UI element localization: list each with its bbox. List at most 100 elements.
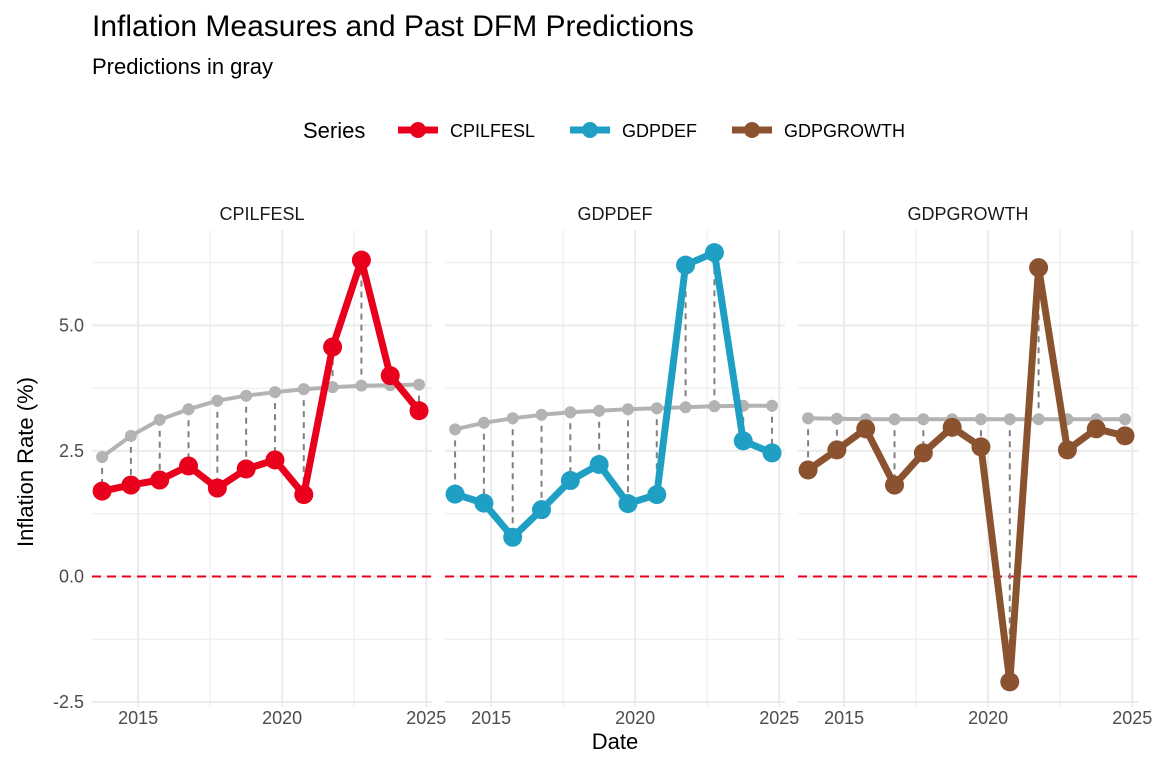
prediction-point: [593, 404, 606, 417]
x-tick-label: 2020: [262, 708, 302, 728]
prediction-point: [974, 413, 987, 426]
data-point: [1115, 426, 1135, 446]
facet-strip-label: GDPDEF: [577, 204, 652, 224]
prediction-line: [453, 403, 774, 432]
x-tick-label: 2015: [118, 708, 158, 728]
x-tick-label: 2025: [759, 708, 799, 728]
data-point: [647, 485, 667, 505]
prediction-point: [506, 412, 519, 425]
data-point: [1029, 258, 1049, 278]
data-point: [503, 527, 523, 547]
data-point: [445, 484, 465, 504]
prediction-connectors: [454, 252, 774, 538]
data-point: [827, 440, 847, 460]
data-point: [323, 337, 343, 357]
prediction-point: [449, 423, 462, 436]
data-point: [265, 450, 285, 470]
prediction-point: [477, 416, 490, 429]
prediction-line: [100, 382, 421, 459]
prediction-point: [96, 450, 109, 463]
data-point: [1057, 440, 1077, 460]
data-point: [1086, 419, 1106, 439]
prediction-point: [211, 394, 224, 407]
data-point: [762, 443, 782, 463]
prediction-point: [650, 402, 663, 415]
legend-item-gdpdef: GDPDEF: [570, 121, 697, 141]
data-point: [856, 419, 876, 439]
legend-key-point: [744, 122, 760, 138]
prediction-point: [413, 378, 426, 391]
data-point: [589, 454, 609, 474]
legend-key-point: [410, 122, 426, 138]
x-tick-label: 2015: [471, 708, 511, 728]
series-points-cpilfesl: [92, 250, 429, 505]
data-point: [913, 443, 933, 463]
grid: [798, 230, 1138, 707]
data-point: [207, 478, 227, 498]
data-point: [560, 471, 580, 491]
legend-label: GDPDEF: [622, 121, 697, 141]
prediction-connectors: [807, 267, 1127, 682]
prediction-point: [1032, 413, 1045, 426]
data-point: [294, 485, 314, 505]
data-point: [676, 255, 696, 275]
data-point: [409, 401, 429, 421]
x-tick-label: 2015: [824, 708, 864, 728]
prediction-point: [564, 406, 577, 419]
series-line-cpilfesl: [98, 256, 423, 499]
prediction-point: [888, 413, 901, 426]
data-point: [885, 475, 905, 495]
legend-label: CPILFESL: [450, 121, 535, 141]
facet-strip-label: GDPGROWTH: [908, 204, 1029, 224]
prediction-point: [621, 403, 634, 416]
y-tick-label: 5.0: [59, 315, 84, 335]
series-line-gdpgrowth: [804, 264, 1129, 686]
prediction-point: [917, 413, 930, 426]
data-point: [532, 500, 552, 520]
data-point: [798, 460, 818, 480]
legend-item-cpilfesl: CPILFESL: [398, 121, 535, 141]
prediction-line: [806, 416, 1127, 422]
data-point: [179, 456, 199, 476]
grid: [445, 230, 785, 707]
prediction-points: [449, 399, 779, 436]
prediction-point: [268, 386, 281, 399]
y-tick-label: 2.5: [59, 441, 84, 461]
chart-title: Inflation Measures and Past DFM Predicti…: [92, 10, 694, 43]
prediction-point: [326, 381, 339, 394]
prediction-point: [297, 383, 310, 396]
x-tick-label: 2020: [968, 708, 1008, 728]
y-tick-label: -2.5: [53, 692, 84, 712]
data-point: [92, 481, 112, 501]
prediction-point: [1003, 413, 1016, 426]
data-point: [150, 470, 170, 490]
y-tick-label: 0.0: [59, 566, 84, 586]
panel-gdpdef: GDPDEF 2015 2020 2025: [445, 204, 799, 728]
chart-subtitle: Predictions in gray: [92, 54, 273, 79]
panel-gdpgrowth: GDPGROWTH 2015 2020 2025: [798, 204, 1152, 728]
data-point: [121, 475, 141, 495]
data-point: [704, 243, 724, 263]
data-point: [618, 494, 638, 514]
series-points-gdpgrowth: [798, 258, 1135, 692]
prediction-point: [240, 389, 253, 402]
series-points-gdpdef: [445, 243, 782, 547]
prediction-point: [802, 412, 815, 425]
x-tick-label: 2020: [615, 708, 655, 728]
x-axis-title: Date: [592, 729, 638, 754]
prediction-point: [1119, 413, 1132, 426]
legend-label: GDPGROWTH: [784, 121, 905, 141]
prediction-point: [679, 401, 692, 414]
x-tick-label: 2025: [1112, 708, 1152, 728]
prediction-point: [830, 412, 843, 425]
legend-key-point: [582, 122, 598, 138]
prediction-point: [153, 413, 166, 426]
prediction-point: [766, 399, 779, 412]
data-point: [236, 459, 256, 479]
x-tick-label: 2025: [406, 708, 446, 728]
prediction-point: [708, 400, 721, 413]
data-point: [942, 417, 962, 437]
prediction-point: [124, 429, 137, 442]
